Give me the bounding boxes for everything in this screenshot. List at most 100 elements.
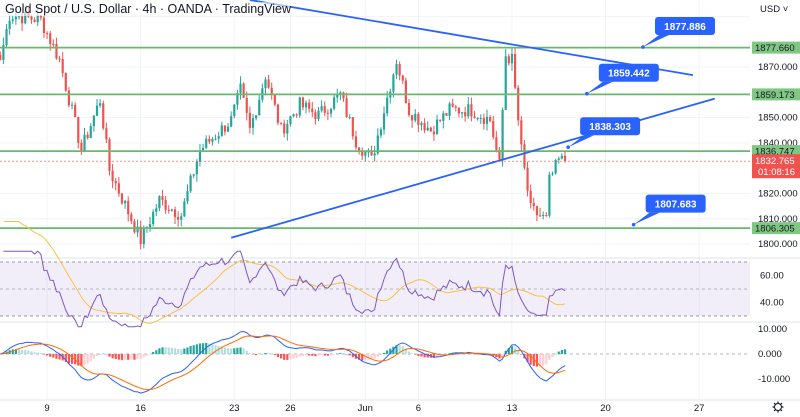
candle (242, 83, 245, 98)
macd-line (0, 331, 566, 394)
macd-histogram-bar (239, 347, 242, 354)
candle (517, 87, 520, 121)
candle (226, 126, 230, 132)
level-price-tag (752, 41, 800, 54)
callout-pointer (643, 35, 669, 48)
candle (192, 174, 195, 176)
price-callout (598, 63, 659, 82)
candle (395, 64, 398, 75)
candle (198, 150, 202, 162)
macd-histogram-bar (173, 348, 177, 354)
macd-histogram-bar (351, 354, 354, 358)
macd-histogram-bar (52, 354, 55, 358)
macd-histogram-bar (279, 354, 283, 359)
price-callout-label: 1807.683 (655, 200, 697, 211)
candle (376, 135, 379, 154)
candle (139, 226, 142, 245)
settings-gear-icon[interactable] (772, 401, 784, 413)
gear-tooth (780, 402, 783, 405)
candle (435, 119, 439, 135)
time-tick-label: Jun (358, 403, 373, 414)
macd-histogram-bar (86, 354, 89, 364)
macd-histogram-bar (311, 354, 314, 356)
candle (95, 105, 99, 116)
candle (173, 209, 177, 217)
candle (379, 129, 383, 136)
macd-histogram-bar (233, 348, 236, 354)
candle (167, 209, 170, 211)
macd-histogram-bar (364, 354, 367, 361)
candle (373, 153, 376, 156)
macd-histogram-bar (298, 354, 301, 357)
time-tick-label: 23 (229, 403, 240, 414)
macd-histogram-bar (435, 354, 439, 357)
macd-histogram-bar (320, 354, 323, 356)
macd-histogram-bar (77, 354, 80, 366)
macd-histogram-bar (326, 354, 329, 356)
macd-histogram-bar (111, 354, 114, 359)
price-axis (750, 0, 800, 417)
candle (211, 138, 214, 142)
candle (429, 127, 432, 132)
price-tick-label: 1870.000 (758, 62, 798, 73)
macd-histogram-bar (361, 354, 364, 361)
macd-histogram-bar (264, 352, 267, 354)
price-tick-label: 1840.000 (758, 138, 798, 149)
candle (117, 183, 120, 194)
candle (557, 158, 560, 160)
candle (345, 98, 348, 118)
macd-histogram-bar (273, 354, 276, 356)
candle (49, 33, 52, 44)
callout-anchor (566, 145, 570, 149)
time-tick-label: 13 (507, 403, 518, 414)
macd-histogram-bar (11, 349, 14, 354)
candle (445, 113, 448, 116)
rsi-tick-label: 40.00 (760, 298, 784, 309)
candle (420, 123, 423, 125)
candle (55, 43, 58, 59)
macd-histogram-bar (17, 349, 21, 354)
candle (386, 97, 389, 114)
candle (560, 155, 563, 159)
candle (407, 103, 411, 116)
macd-histogram-bar (426, 354, 429, 358)
callout-anchor (641, 45, 645, 49)
macd-histogram-bar (526, 354, 529, 363)
candle (8, 20, 11, 29)
candle (451, 103, 454, 107)
candle (155, 208, 158, 212)
macd-histogram-bar (67, 354, 71, 364)
macd-histogram-bar (292, 354, 295, 359)
candle (201, 147, 205, 151)
price-callout-label: 1838.303 (589, 122, 631, 133)
macd-histogram-bar (407, 351, 411, 354)
macd-histogram-bar (432, 354, 436, 358)
candle (11, 19, 14, 21)
macd-histogram-bar (267, 353, 270, 354)
macd-histogram-bar (102, 353, 105, 355)
candle (460, 112, 464, 114)
candle (526, 167, 529, 191)
macd-histogram-bar (148, 354, 152, 355)
macd-histogram-bar (501, 354, 504, 356)
candle (289, 116, 292, 124)
macd-histogram-bar (155, 350, 158, 354)
candle (361, 150, 364, 156)
macd-histogram-bar (386, 350, 389, 354)
macd-histogram-bar (145, 354, 149, 356)
macd-histogram-bar (45, 354, 49, 356)
candle (351, 117, 354, 137)
macd-histogram-bar (186, 347, 189, 354)
macd-histogram-bar (545, 354, 548, 365)
candle (548, 174, 551, 216)
candle (30, 16, 33, 20)
candle (99, 103, 102, 106)
candle (382, 113, 386, 130)
trend-line (230, 97, 716, 239)
macd-histogram-bar (183, 348, 186, 354)
time-tick-label: 26 (285, 403, 296, 414)
candle (542, 214, 545, 217)
candle (485, 116, 489, 124)
candle (314, 112, 317, 120)
